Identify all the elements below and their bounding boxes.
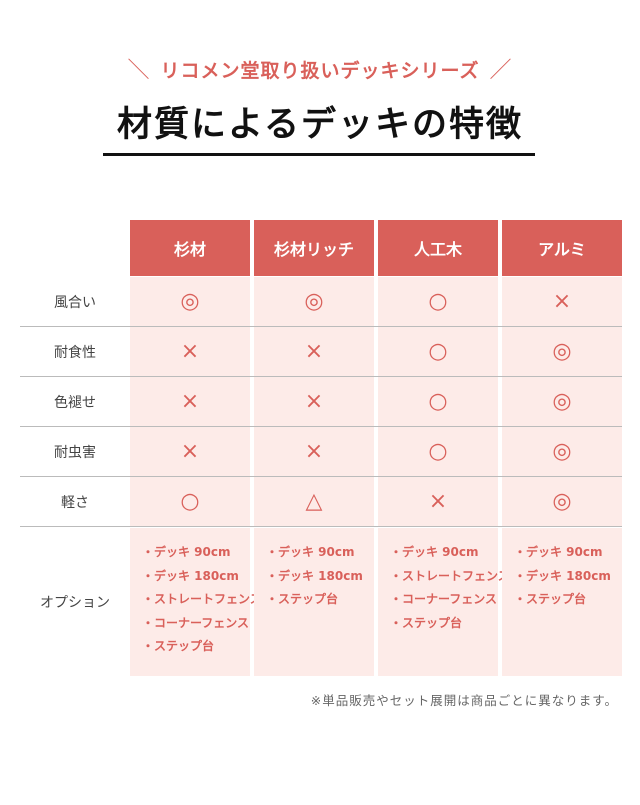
table-row: 風合い ◎ ◎ ○ × xyxy=(20,277,622,327)
rating-symbol: × xyxy=(428,488,448,514)
option-item: ・ステップ台 xyxy=(142,639,215,653)
row-divider xyxy=(20,376,622,377)
slash-right: ／ xyxy=(489,58,513,83)
rating-cell: × xyxy=(254,377,374,426)
row-label: 耐虫害 xyxy=(54,445,96,461)
option-item: ・デッキ 90cm xyxy=(142,545,231,559)
option-item: ・デッキ 180cm xyxy=(514,568,611,583)
column-header: 杉材 xyxy=(130,220,250,276)
options-cell: ・デッキ 90cm ・ストレートフェンス ・コーナーフェンス ・ステップ台 xyxy=(378,528,510,676)
table-row: 軽さ ○ △ × ◎ xyxy=(20,477,622,527)
rating-cell: ◎ xyxy=(502,427,622,476)
footnote: ※単品販売やセット展開は商品ごとに異なります。 xyxy=(310,693,618,708)
rating-cell: ○ xyxy=(130,477,250,526)
options-cell: ・デッキ 90cm ・デッキ 180cm ・ストレートフェンス ・コーナーフェンス ・ス… xyxy=(130,528,262,676)
table-row: 耐食性 × × ○ ◎ xyxy=(20,327,622,377)
row-label: 色褪せ xyxy=(54,395,96,411)
rating-symbol: ◎ xyxy=(552,438,572,464)
slash-left: ＼ xyxy=(127,58,151,83)
rating-symbol: × xyxy=(304,438,324,464)
rating-symbol: × xyxy=(304,388,324,414)
options-cell: ・デッキ 90cm ・デッキ 180cm ・ステップ台 xyxy=(254,528,374,676)
rating-symbol: × xyxy=(304,338,324,364)
rating-cell: ○ xyxy=(378,277,498,326)
row-label: 軽さ xyxy=(61,495,89,511)
rating-cell: × xyxy=(254,427,374,476)
option-item: ・デッキ 90cm xyxy=(390,545,479,559)
rating-symbol: ◎ xyxy=(552,338,572,364)
subtitle-text: リコメン堂取り扱いデッキシリーズ xyxy=(160,60,480,82)
row-label: 風合い xyxy=(54,295,96,311)
title-underline xyxy=(103,153,535,156)
row-divider xyxy=(20,426,622,427)
rating-symbol: × xyxy=(552,288,572,314)
rating-symbol: × xyxy=(180,338,200,364)
rating-symbol: ○ xyxy=(428,288,448,314)
rating-cell: × xyxy=(130,327,250,376)
column-header: 人工木 xyxy=(378,220,498,276)
row-divider xyxy=(20,326,622,327)
options-label: オプション xyxy=(40,595,110,611)
rating-cell: × xyxy=(502,277,622,326)
rating-symbol: ◎ xyxy=(180,288,200,314)
rating-cell: ○ xyxy=(378,327,498,376)
rating-cell: × xyxy=(130,377,250,426)
rating-symbol: ◎ xyxy=(552,388,572,414)
rating-symbol: △ xyxy=(305,488,323,514)
rating-cell: × xyxy=(130,427,250,476)
option-item: ・ストレートフェンス xyxy=(142,592,262,606)
option-item: ・コーナーフェンス xyxy=(390,592,498,606)
rating-symbol: ○ xyxy=(428,438,448,464)
rating-cell: × xyxy=(254,327,374,376)
rating-cell: ◎ xyxy=(502,327,622,376)
page-title: 材質によるデッキの特徴 xyxy=(117,105,523,145)
rating-symbol: ◎ xyxy=(552,488,572,514)
rating-symbol: × xyxy=(180,438,200,464)
rating-cell: ◎ xyxy=(502,377,622,426)
option-item: ・デッキ 180cm xyxy=(266,568,363,583)
rating-symbol: × xyxy=(180,388,200,414)
rating-symbol: ◎ xyxy=(304,288,324,314)
option-item: ・コーナーフェンス xyxy=(142,615,250,630)
option-item: ・ステップ台 xyxy=(266,592,339,606)
row-label: 耐食性 xyxy=(54,345,96,361)
rating-cell: × xyxy=(378,477,498,526)
option-item: ・ステップ台 xyxy=(514,592,587,606)
option-item: ・ステップ台 xyxy=(390,615,463,630)
option-item: ・デッキ 180cm xyxy=(142,568,239,583)
row-divider xyxy=(20,526,622,527)
rating-symbol: ○ xyxy=(428,388,448,414)
row-divider xyxy=(20,476,622,477)
rating-cell: ○ xyxy=(378,377,498,426)
subtitle: ＼ リコメン堂取り扱いデッキシリーズ ／ xyxy=(0,52,640,84)
rating-symbol: ○ xyxy=(428,338,448,364)
options-cell: ・デッキ 90cm ・デッキ 180cm ・ステップ台 xyxy=(502,528,622,676)
rating-cell: ○ xyxy=(378,427,498,476)
column-header: 杉材リッチ xyxy=(254,220,374,276)
table-row: 耐虫害 × × ○ ◎ xyxy=(20,427,622,477)
table-row: 色褪せ × × ○ ◎ xyxy=(20,377,622,427)
option-item: ・ストレートフェンス xyxy=(390,568,510,583)
column-header: アルミ xyxy=(502,220,622,276)
rating-cell: △ xyxy=(254,477,374,526)
rating-cell: ◎ xyxy=(254,277,374,326)
option-item: ・デッキ 90cm xyxy=(514,545,603,559)
option-item: ・デッキ 90cm xyxy=(266,545,355,559)
rating-symbol: ○ xyxy=(180,488,200,514)
rating-cell: ◎ xyxy=(130,277,250,326)
rating-cell: ◎ xyxy=(502,477,622,526)
